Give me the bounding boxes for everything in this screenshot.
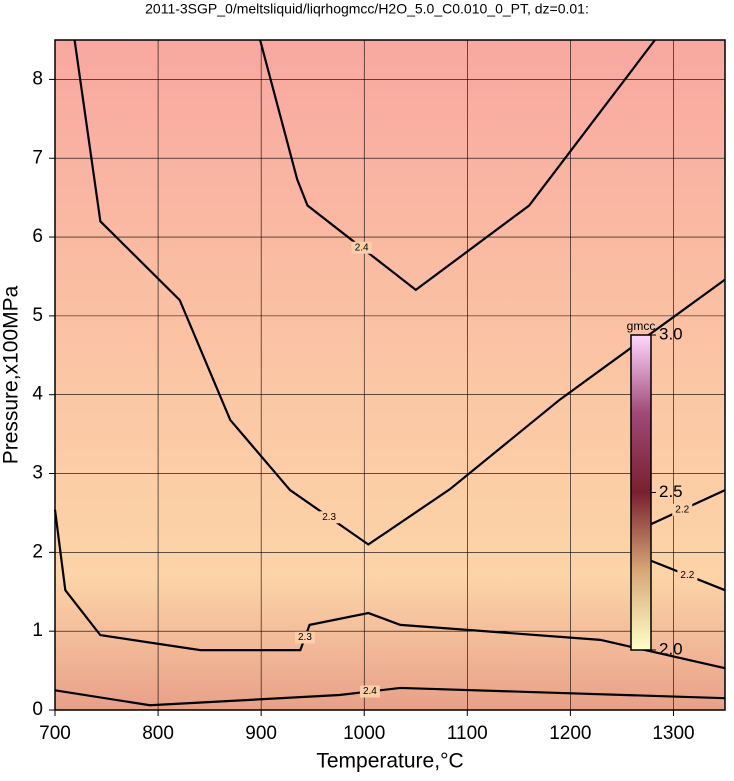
contour-label: 2.4: [355, 242, 369, 253]
contour-line: [54, 686, 726, 707]
colorbar-tick-label: 3.0: [659, 324, 683, 343]
y-tick-label: 8: [32, 68, 43, 89]
y-tick-label: 6: [32, 226, 43, 247]
x-tick-label: 800: [142, 723, 174, 744]
contour-label-bg: [319, 511, 340, 524]
y-tick-label: 2: [32, 541, 43, 562]
contour-label: 2.3: [322, 512, 336, 523]
x-tick-label: 1200: [549, 723, 591, 744]
contour-label-bg: [359, 685, 380, 698]
colorbar-tick-label: 2.0: [659, 639, 683, 658]
plot-area: [55, 40, 725, 710]
contour-label-bg: [294, 631, 315, 644]
y-tick-label: 3: [32, 463, 43, 484]
y-tick-label: 7: [32, 147, 43, 168]
chart-title: 2011-3SGP_0/meltsliquid/liqrhogmcc/H2O_5…: [145, 1, 589, 17]
y-tick-label: 4: [32, 384, 43, 405]
x-tick-label: 700: [39, 723, 71, 744]
contour-line: [73, 39, 726, 546]
contour-label-bg: [677, 569, 698, 582]
contour-label: 2.2: [675, 504, 689, 515]
x-tick-label: 1300: [652, 723, 694, 744]
y-axis-label: Pressure,x100MPa: [0, 285, 23, 464]
colorbar: [630, 334, 652, 651]
y-tick-label: 1: [32, 620, 43, 641]
contour-label: 2.4: [363, 686, 377, 697]
colorbar-tick-label: 2.5: [659, 482, 683, 501]
plot-frame: [54, 39, 726, 711]
x-tick-label: 900: [245, 723, 277, 744]
contour-label: 2.2: [680, 570, 694, 581]
contour-label: 2.3: [298, 632, 312, 643]
colorbar-label: gmcc: [627, 319, 656, 333]
x-axis-label: Temperature,°C: [316, 750, 463, 773]
y-tick-label: 0: [32, 699, 43, 720]
x-tick-label: 1100: [447, 723, 488, 744]
contour-label-bg: [672, 503, 693, 516]
y-tick-label: 5: [32, 305, 43, 326]
contour-label-bg: [351, 241, 372, 254]
x-tick-label: 1000: [343, 723, 385, 744]
